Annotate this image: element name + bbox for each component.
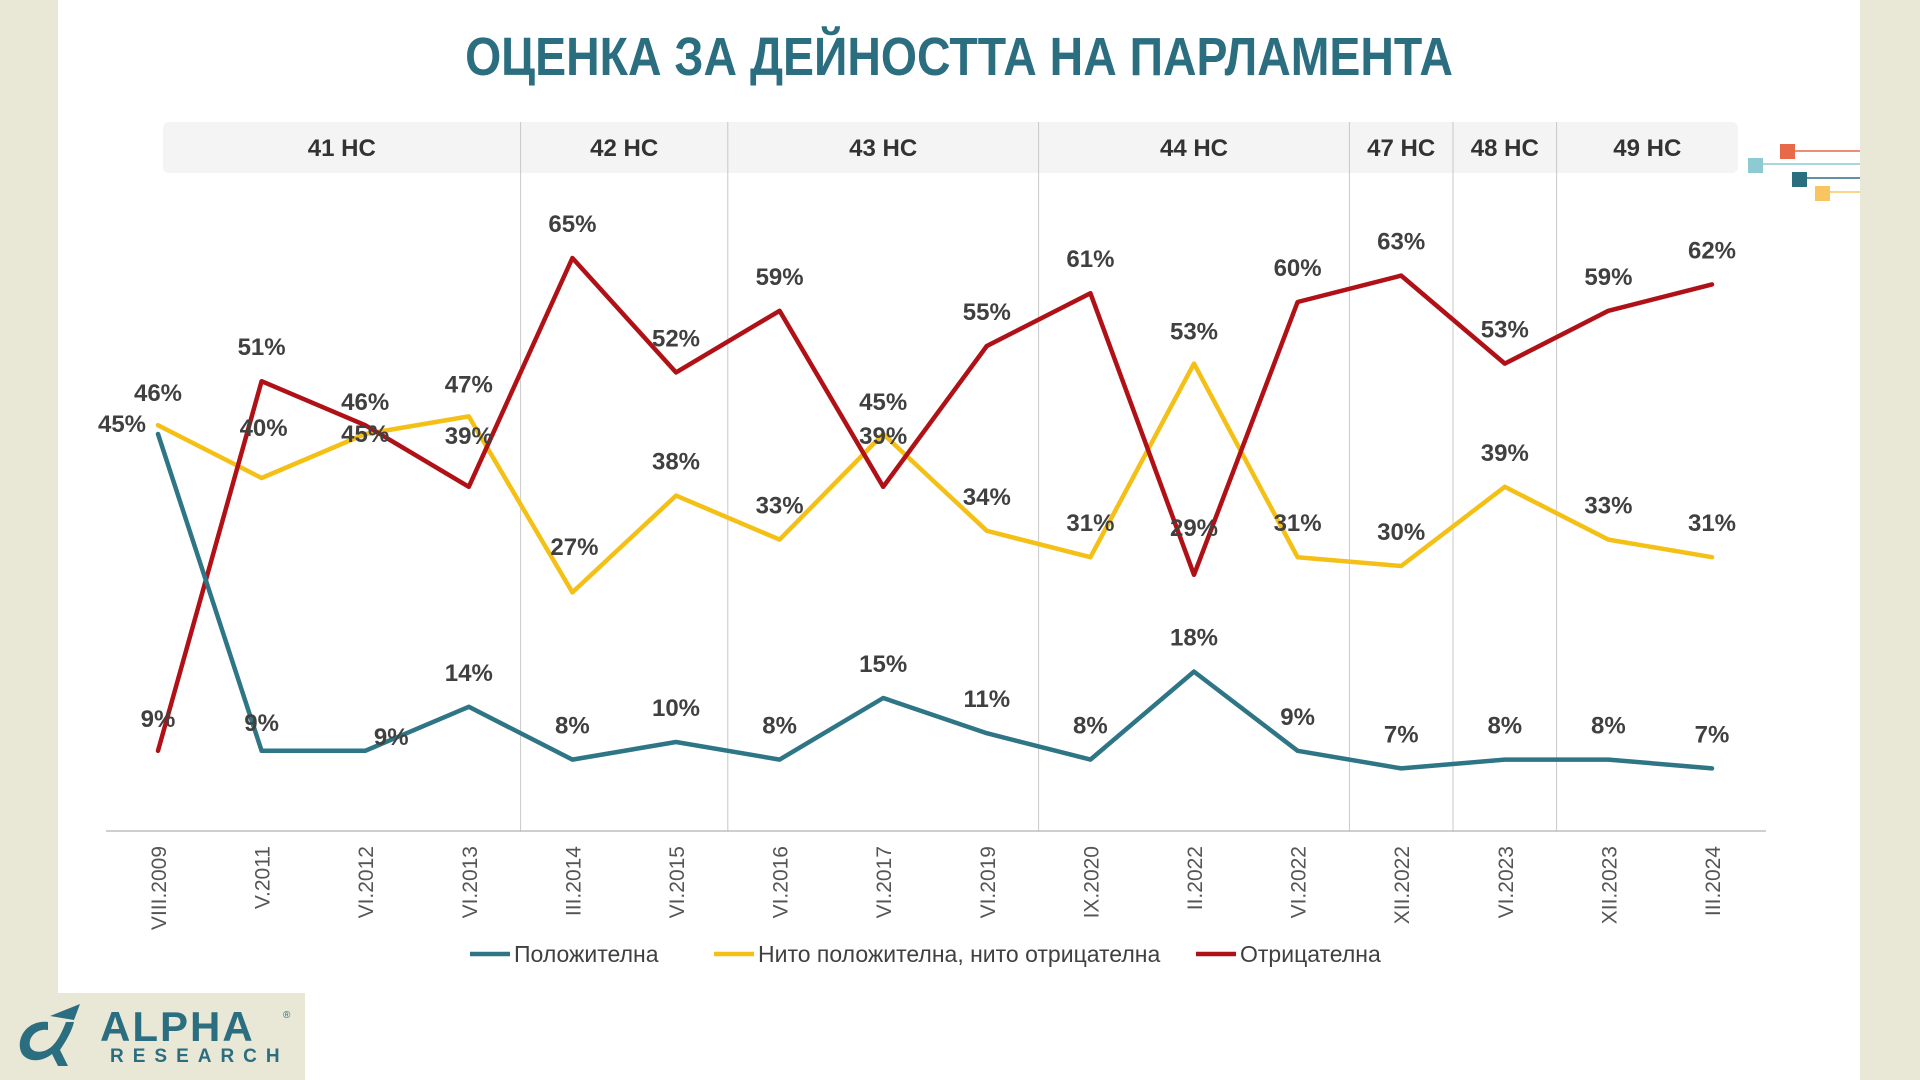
data-label-neutral: 33% [756,493,804,520]
x-tick-label: II.2022 [1184,846,1207,910]
data-label-neutral: 45% [859,389,907,416]
x-tick-label: XII.2022 [1391,846,1414,924]
data-label-neutral: 31% [1274,510,1322,537]
logo-subtitle: RESEARCH [110,1046,289,1067]
x-tick-label: V.2011 [252,846,275,909]
parliament-label: 48 НС [1471,135,1539,162]
x-tick-label: VI.2015 [666,846,689,918]
x-tick-label: III.2014 [562,846,585,916]
parliament-band: 41 НС 42 НС 43 НС 44 НС 47 НС 48 НС 49 НС [163,122,1738,832]
data-label-positive: 15% [859,651,907,678]
data-label-neutral: 33% [1584,493,1632,520]
chart-title: ОЦЕНКА ЗА ДЕЙНОСТТА НА ПАРЛАМЕНТА [465,27,1453,87]
x-tick-label: VI.2019 [977,846,1000,918]
logo-background [0,993,305,1080]
x-tick-label: VI.2022 [1288,846,1311,918]
deco-square [1815,186,1830,201]
data-label-negative: 61% [1066,246,1114,273]
x-tick-label: VI.2016 [770,846,793,918]
data-label-negative: 65% [548,211,596,238]
data-label-positive: 9% [374,724,409,751]
data-label-neutral: 39% [1481,440,1529,467]
parliament-label: 42 НС [590,135,658,162]
data-label-neutral: 40% [240,415,288,442]
data-label-positive: 45% [98,411,146,438]
data-label-neutral: 31% [1066,510,1114,537]
slide: ОЦЕНКА ЗА ДЕЙНОСТТА НА ПАРЛАМЕНТА [58,0,1860,1080]
x-tick-label: IX.2020 [1080,846,1103,918]
data-label-negative: 29% [1170,515,1218,542]
logo-wordmark: ALPHA [100,1003,255,1050]
data-label-positive: 14% [445,660,493,687]
logo-registered: ® [283,1010,291,1021]
data-label-neutral: 47% [445,371,493,398]
alpha-logo-icon [19,1004,80,1066]
series-line-positive [155,431,1715,771]
data-label-negative: 39% [445,423,493,450]
series-line-neutral [155,361,1715,595]
data-label-neutral: 34% [963,484,1011,511]
x-axis: VIII.2009 V.2011 VI.2012 VI.2013 III.2014 VI.… [106,830,1766,930]
parliament-label: 47 НС [1367,135,1435,162]
data-label-neutral: 46% [341,389,389,416]
x-tick-label: VIII.2009 [148,846,171,930]
data-label-positive: 8% [1591,713,1626,740]
deco-square [1792,172,1807,187]
data-label-neutral: 27% [550,534,598,561]
data-label-negative: 9% [141,706,176,733]
data-label-negative: 59% [1584,264,1632,291]
legend: Положителна Нито положителна, нито отрица… [470,941,1381,967]
deco-square [1748,158,1763,173]
data-label-neutral: 46% [134,380,182,407]
data-label-neutral: 31% [1688,510,1736,537]
x-tick-label: III.2024 [1702,846,1725,916]
data-label-negative: 55% [963,299,1011,326]
parliament-label: 49 НС [1613,135,1681,162]
data-label-negative: 53% [1481,317,1529,344]
data-label-neutral: 53% [1170,319,1218,346]
data-label-positive: 10% [652,695,700,722]
data-label-positive: 7% [1695,721,1730,748]
data-label-negative: 39% [859,423,907,450]
legend-label-neutral: Нито положителна, нито отрицателна [758,941,1160,967]
data-label-negative: 52% [652,325,700,352]
series-lines [155,255,1715,771]
data-label-negative: 45% [341,421,389,448]
data-label-positive: 18% [1170,625,1218,652]
legend-label-negative: Отрицателна [1240,941,1381,967]
parliament-label: 44 НС [1160,135,1228,162]
series-line-negative [155,255,1715,754]
data-label-positive: 8% [555,713,590,740]
data-label-positive: 8% [1487,713,1522,740]
data-label-positive: 9% [244,710,279,737]
x-tick-label: XII.2023 [1598,846,1621,924]
data-label-negative: 51% [238,334,286,361]
deco-square [1780,144,1795,159]
data-label-neutral: 30% [1377,519,1425,546]
data-label-positive: 7% [1384,721,1419,748]
x-tick-label: VI.2012 [355,846,378,918]
data-label-positive: 9% [1280,704,1315,731]
parliament-label: 41 НС [308,135,376,162]
parliament-band-bg [163,122,1738,173]
data-label-negative: 59% [756,264,804,291]
data-labels: 45% 9% 9% 14% 8% 10% 8% 15% 11% 8% 18% 9% 7% 8% 8% 7% 46… [98,211,1736,751]
data-label-neutral: 38% [652,449,700,476]
data-label-positive: 8% [1073,713,1108,740]
decoration [1748,144,1860,201]
data-label-positive: 11% [963,686,1010,713]
data-label-negative: 60% [1274,255,1322,282]
x-tick-label: VI.2013 [459,846,482,918]
data-label-positive: 8% [762,713,797,740]
data-label-negative: 63% [1377,229,1425,256]
data-label-negative: 62% [1688,237,1736,264]
x-tick-label: VI.2017 [873,846,896,918]
legend-label-positive: Положителна [514,941,659,967]
x-tick-label: VI.2023 [1495,846,1518,918]
parliament-label: 43 НС [849,135,917,162]
